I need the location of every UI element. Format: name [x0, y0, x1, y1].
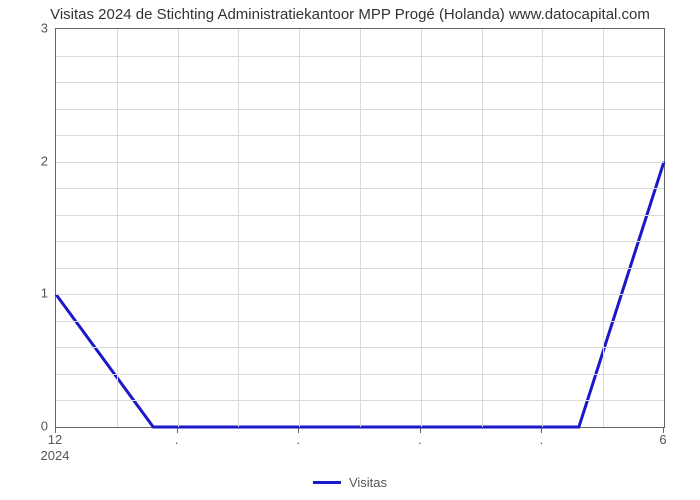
x-tick-label: . [540, 432, 544, 447]
x-tick-label: . [175, 432, 179, 447]
vgrid-line [542, 29, 543, 427]
legend-swatch [313, 481, 341, 484]
legend-label: Visitas [349, 475, 387, 490]
y-tick-label: 3 [28, 21, 48, 36]
x-tick-label: 12 [48, 432, 62, 447]
plot-area [55, 28, 665, 428]
y-tick-label: 0 [28, 419, 48, 434]
x-tick-label: 6 [659, 432, 666, 447]
vgrid-line [299, 29, 300, 427]
vgrid-line [117, 29, 118, 427]
legend: Visitas [0, 474, 700, 490]
x-tick-label: . [296, 432, 300, 447]
x-tick-sublabel: 2024 [41, 448, 70, 463]
vgrid-line [360, 29, 361, 427]
vgrid-line [482, 29, 483, 427]
y-tick-label: 1 [28, 286, 48, 301]
vgrid-line [603, 29, 604, 427]
vgrid-line [238, 29, 239, 427]
x-tick-label: . [418, 432, 422, 447]
chart-title: Visitas 2024 de Stichting Administratiek… [0, 6, 700, 23]
vgrid-line [178, 29, 179, 427]
vgrid-line [421, 29, 422, 427]
y-tick-label: 2 [28, 153, 48, 168]
